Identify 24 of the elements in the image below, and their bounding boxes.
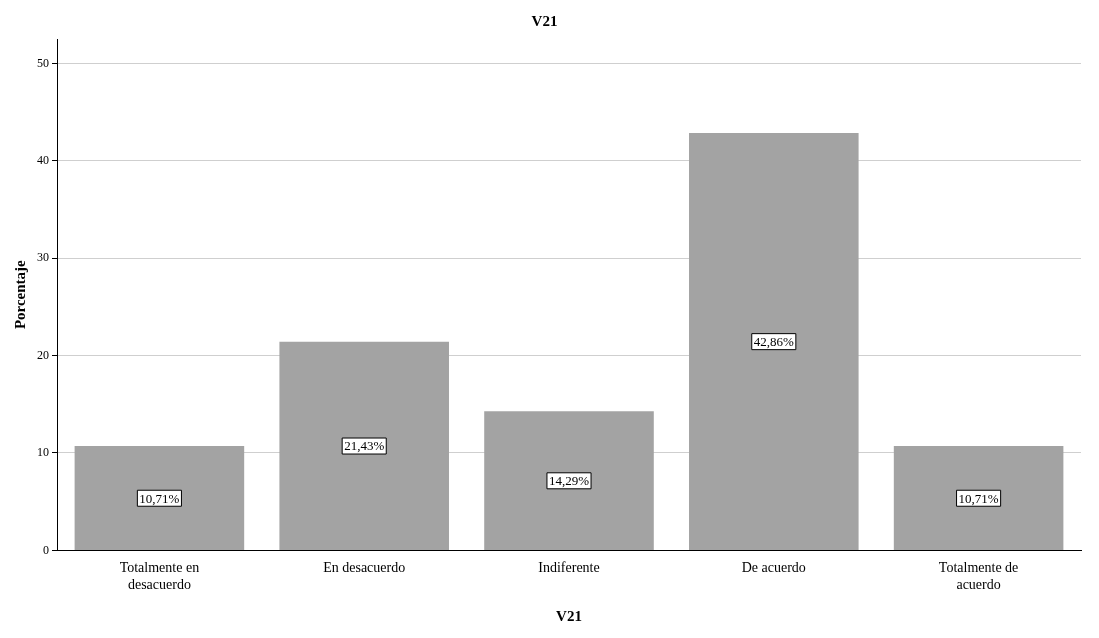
x-tick-label: En desacuerdo	[323, 560, 406, 576]
y-tick-label: 20	[37, 347, 49, 362]
y-tick-label: 40	[37, 152, 49, 167]
y-tick-label: 0	[43, 542, 49, 557]
x-axis-title: V21	[556, 607, 582, 624]
data-label: 42,86%	[753, 334, 794, 350]
chart-title: V21	[531, 12, 558, 29]
bar	[689, 132, 859, 550]
x-tick-label: Totalmente de acuerdo	[938, 560, 1019, 593]
data-label: 14,29%	[548, 473, 590, 489]
x-tick-label: De acuerdo	[741, 560, 806, 576]
y-tick-label: 50	[37, 55, 49, 70]
x-tick-label: Indiferente	[538, 560, 600, 576]
data-label: 10,71%	[139, 490, 180, 506]
y-tick-label: 10	[37, 445, 49, 460]
bar	[893, 446, 1064, 550]
bar	[74, 446, 245, 550]
bar	[484, 411, 654, 550]
data-label: 10,71%	[958, 490, 999, 506]
x-tick-label: Totalmente en desacuerdo	[119, 560, 200, 593]
data-label: 21,43%	[344, 438, 385, 454]
y-axis-title: Porcentaje	[11, 259, 28, 330]
y-tick-label: 30	[37, 250, 49, 265]
bar	[279, 341, 449, 550]
